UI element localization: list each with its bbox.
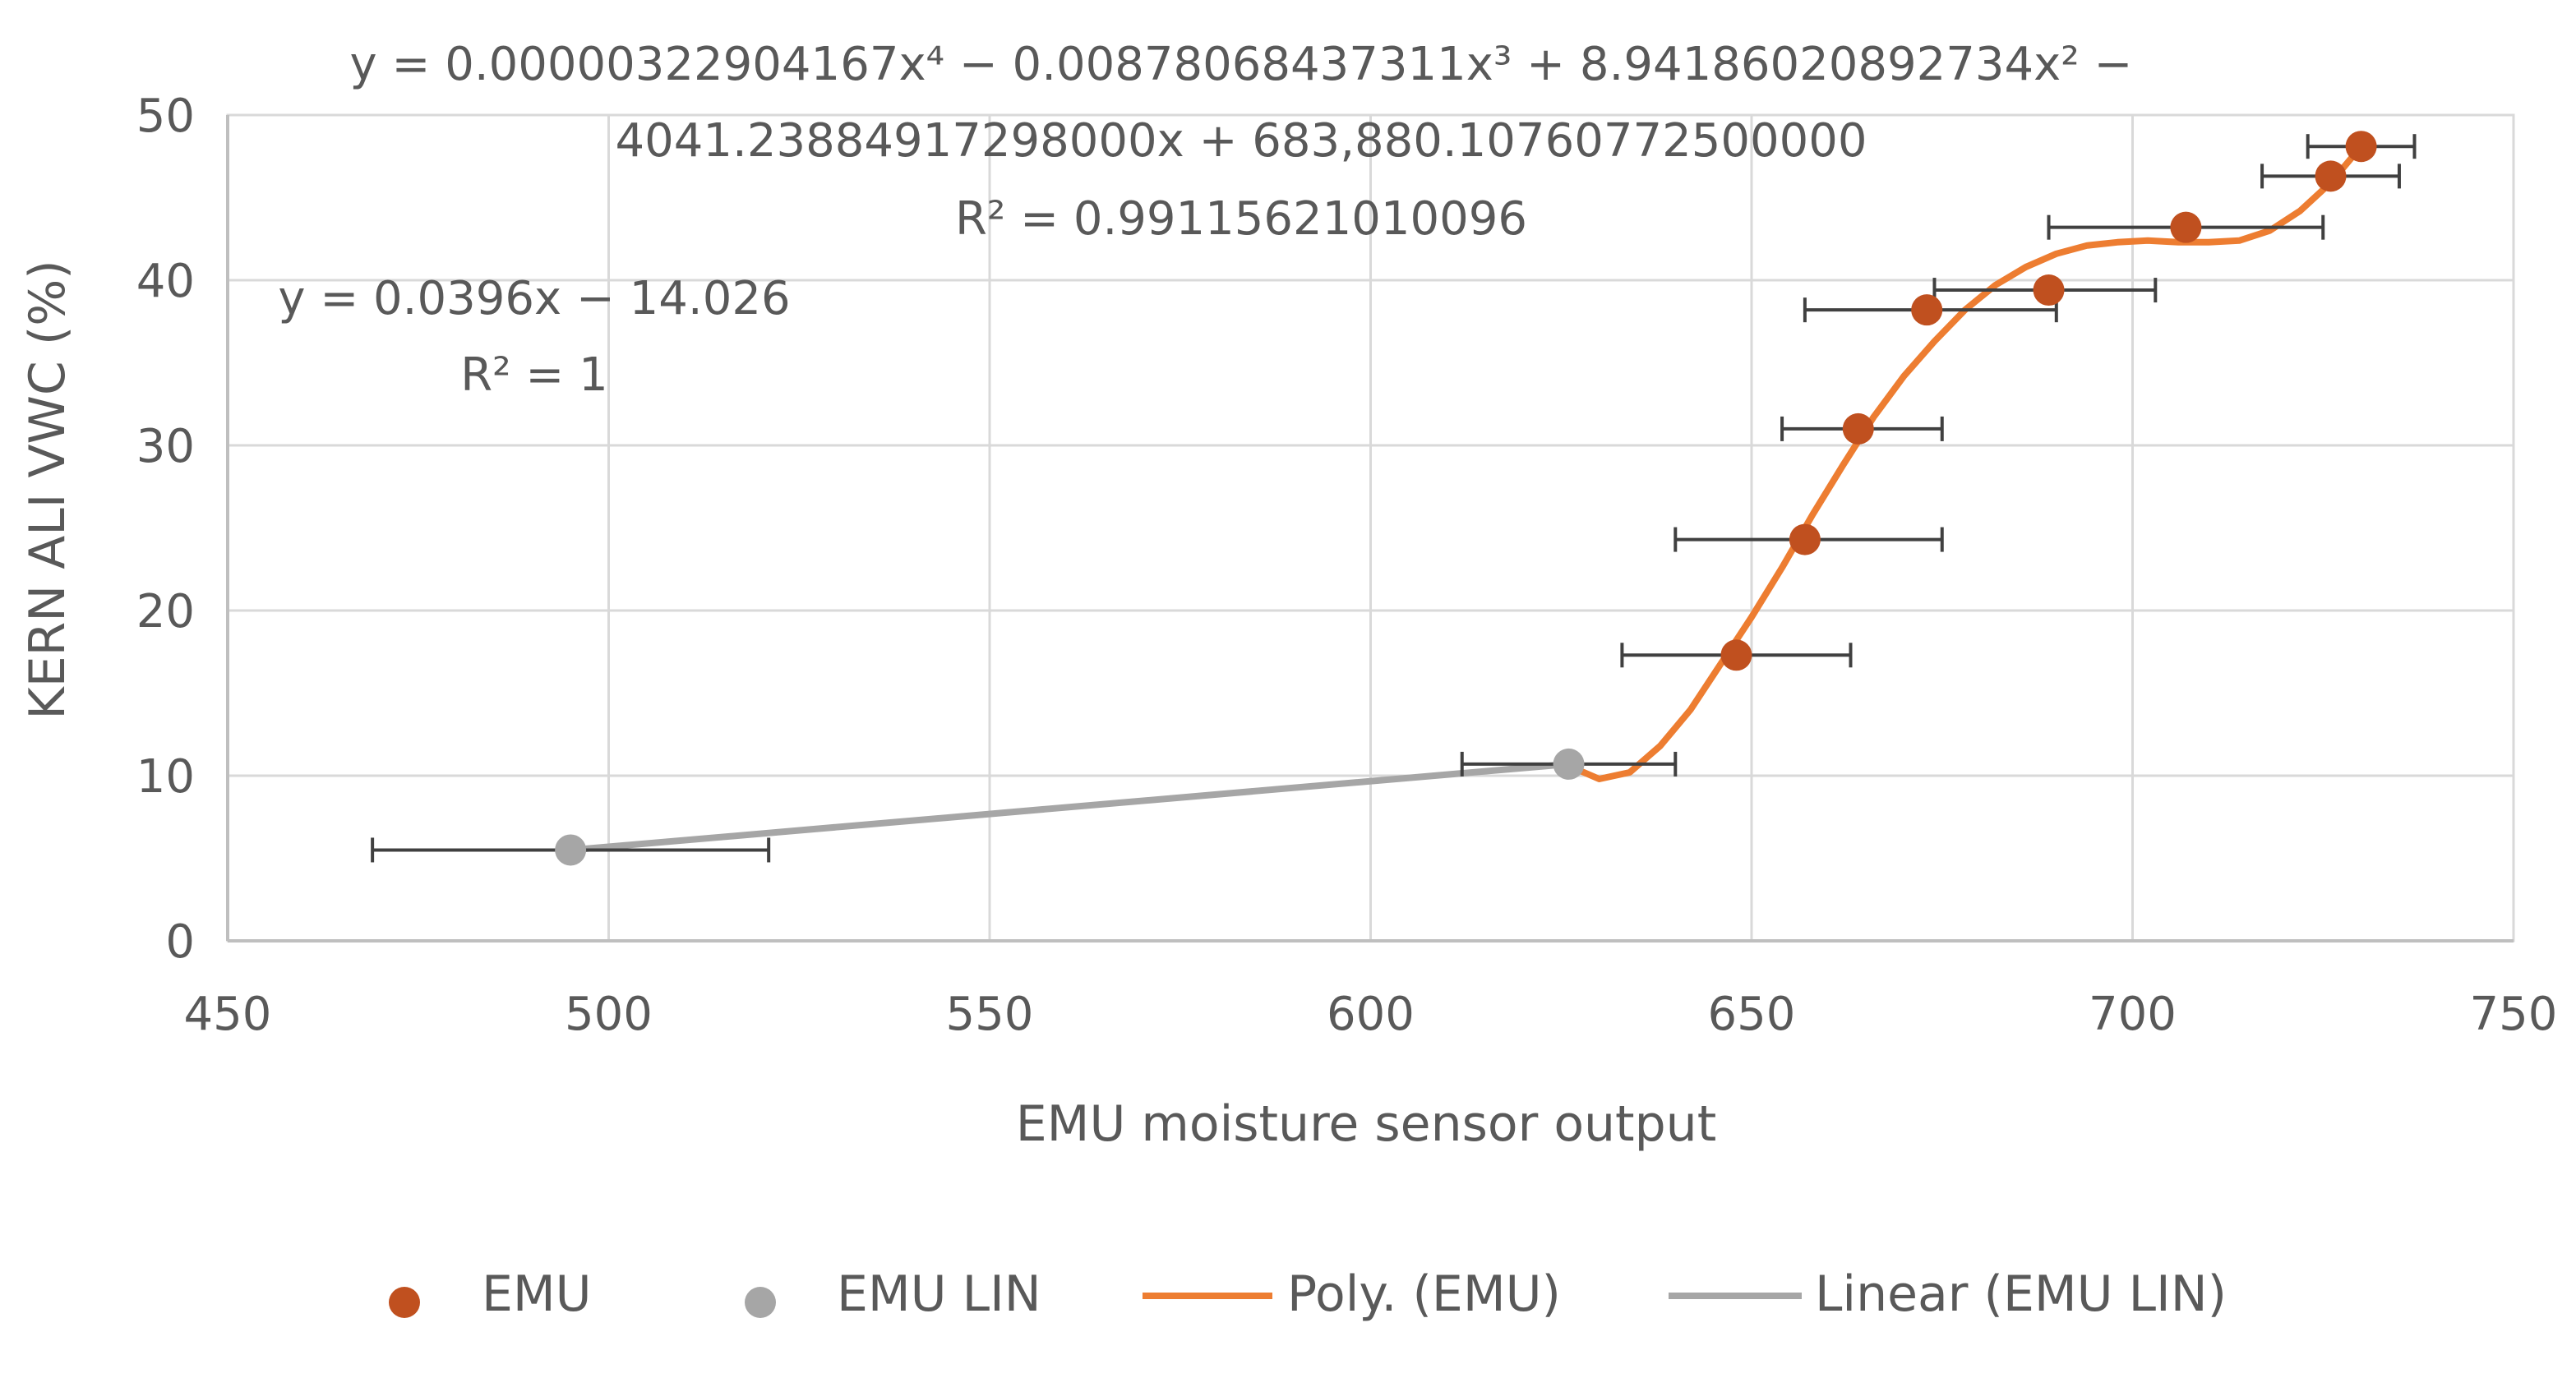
legend-label: EMU LIN (837, 1265, 1041, 1323)
data-point-emu (1911, 294, 1943, 326)
x-tick-label: 500 (565, 988, 653, 1041)
x-tick-label: 550 (946, 988, 1034, 1041)
x-axis-title: EMU moisture sensor output (1016, 1095, 1716, 1153)
axes: 0 10 20 30 40 50 450 500 550 600 650 700 750 (136, 90, 2558, 1041)
data-point-emu-lin (1553, 748, 1585, 780)
y-tick-label: 20 (136, 585, 195, 638)
y-axis-title: KERN ALI VWC (%) (19, 260, 76, 719)
y-tick-label: 50 (136, 90, 195, 143)
trendline-poly-emu (1572, 143, 2365, 782)
x-tick-label: 700 (2089, 988, 2177, 1041)
x-tick-label: 750 (2470, 988, 2558, 1041)
x-tick-label: 450 (184, 988, 272, 1041)
legend: EMU EMU LIN Poly. (EMU) Linear (EMU LIN) (389, 1265, 2227, 1323)
equation-poly-line1: y = 0.00000322904167x⁴ − 0.0087806843731… (350, 38, 2133, 91)
legend-label: EMU (482, 1265, 592, 1323)
equation-poly-line2: 4041.23884917298000x + 683,880.107607725… (616, 114, 1867, 168)
data-point-emu (1789, 523, 1821, 555)
y-tick-label: 40 (136, 255, 195, 308)
data-points (555, 131, 2377, 866)
legend-label: Poly. (EMU) (1287, 1265, 1561, 1323)
data-point-emu (2345, 131, 2377, 163)
x-tick-label: 600 (1327, 988, 1415, 1041)
equation-poly-r2: R² = 0.99115621010096 (955, 192, 1527, 246)
data-point-emu-lin (555, 834, 587, 866)
data-point-emu (1720, 639, 1752, 671)
legend-marker (745, 1287, 776, 1318)
data-point-emu (2170, 211, 2202, 243)
legend-label: Linear (EMU LIN) (1815, 1265, 2227, 1323)
data-point-emu (2315, 160, 2347, 192)
data-point-emu (2033, 274, 2065, 306)
legend-marker (389, 1287, 420, 1318)
y-tick-label: 30 (136, 420, 195, 473)
data-point-emu (1842, 412, 1874, 445)
x-tick-label: 650 (1708, 988, 1796, 1041)
y-tick-label: 10 (136, 750, 195, 804)
y-tick-label: 0 (165, 915, 195, 969)
equation-linear-r2: R² = 1 (460, 348, 608, 402)
trendlines (567, 143, 2365, 854)
trendline-linear-emu-lin (567, 760, 1572, 854)
equation-linear: y = 0.0396x − 14.026 (278, 272, 790, 325)
